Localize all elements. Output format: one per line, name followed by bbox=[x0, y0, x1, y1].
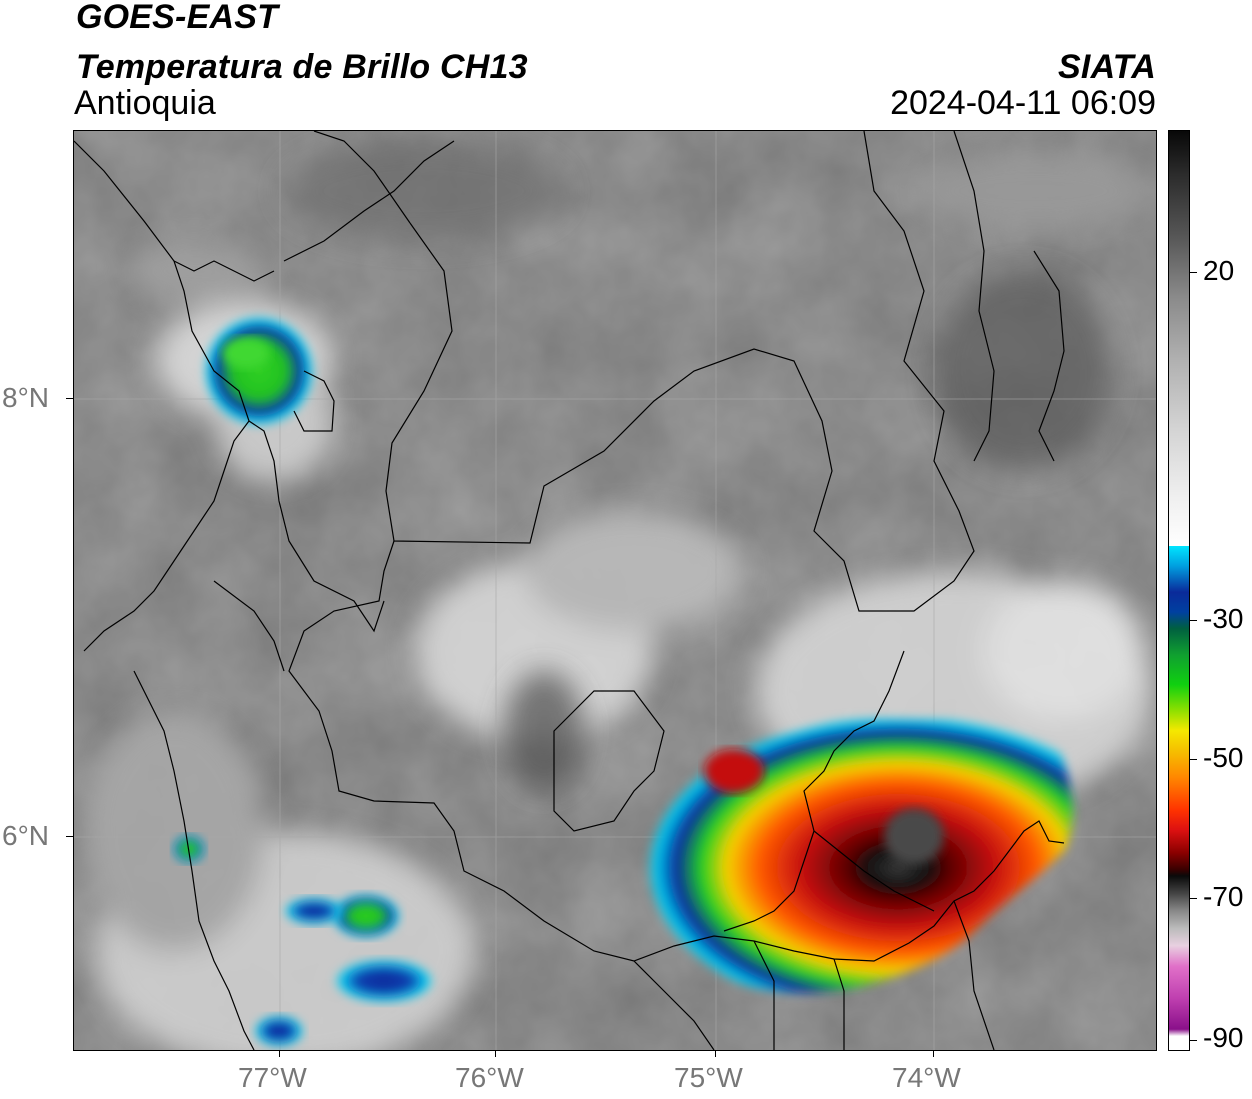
colorbar-cold-ramp bbox=[1169, 876, 1189, 1050]
cb-tick-minus70 bbox=[1189, 898, 1197, 899]
satellite-title: GOES-EAST bbox=[76, 0, 279, 36]
cb-tick-minus90 bbox=[1189, 1040, 1197, 1041]
colorbar-label-minus50: -50 bbox=[1203, 742, 1244, 773]
timestamp-label: 2024-04-11 06:09 bbox=[890, 84, 1156, 122]
storm-cell-sw2 bbox=[334, 959, 434, 1003]
storm-cell-uraba bbox=[204, 316, 314, 426]
temperature-colorbar bbox=[1168, 130, 1190, 1051]
lat-label-8n: 8°N bbox=[2, 382, 49, 413]
lon-label-75w: 75°W bbox=[674, 1062, 743, 1093]
region-label: Antioquia bbox=[74, 84, 216, 122]
colorbar-label-minus90: -90 bbox=[1203, 1022, 1244, 1053]
storm-cell-sw1 bbox=[332, 894, 400, 938]
colorbar-label-minus70: -70 bbox=[1203, 881, 1244, 912]
lon-tick-76w bbox=[495, 1050, 496, 1057]
map-canvas bbox=[74, 131, 1156, 1050]
lon-tick-74w bbox=[933, 1050, 934, 1057]
lat-tick-6n bbox=[66, 836, 73, 837]
product-title: Temperatura de Brillo CH13 bbox=[76, 48, 528, 86]
lat-tick-8n bbox=[66, 398, 73, 399]
lon-tick-75w bbox=[715, 1050, 716, 1057]
lon-label-76w: 76°W bbox=[455, 1062, 524, 1093]
storm-cell-south bbox=[254, 1015, 304, 1047]
lat-label-6n: 6°N bbox=[2, 820, 49, 851]
political-borders bbox=[74, 131, 1065, 1050]
cb-tick-20 bbox=[1189, 272, 1197, 273]
colorbar-label-20: 20 bbox=[1203, 255, 1235, 286]
cb-tick-minus50 bbox=[1189, 759, 1197, 760]
colorbar-label-minus30: -30 bbox=[1203, 603, 1244, 634]
storm-cell-sw3 bbox=[284, 897, 344, 925]
satellite-map[interactable] bbox=[73, 130, 1157, 1051]
lon-label-74w: 74°W bbox=[892, 1062, 961, 1093]
colorbar-color-ramp bbox=[1169, 546, 1189, 876]
lon-label-77w: 77°W bbox=[238, 1062, 307, 1093]
colorbar-gray-ramp bbox=[1169, 131, 1189, 546]
cb-tick-minus30 bbox=[1189, 620, 1197, 621]
lon-tick-77w bbox=[279, 1050, 280, 1057]
source-label: SIATA bbox=[1058, 48, 1156, 86]
